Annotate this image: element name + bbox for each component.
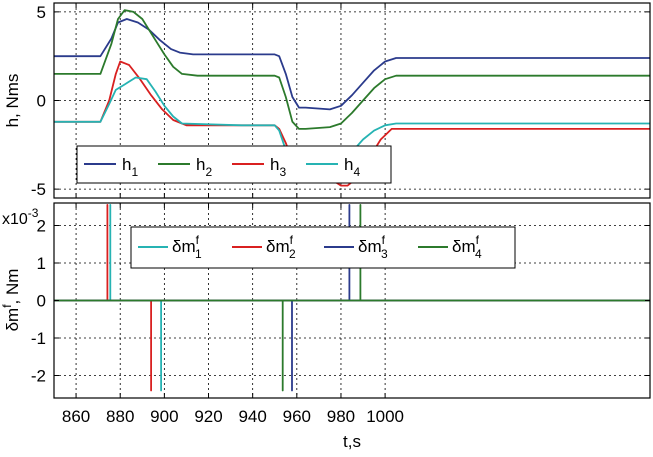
series-group: [54, 203, 650, 392]
legend-label-sub: 2: [289, 247, 296, 261]
x-tick-label: 860: [62, 407, 90, 426]
legend-label: h4: [344, 155, 360, 179]
legend-label: δmf 3: [358, 233, 388, 261]
y-axis-label-sup: f: [0, 304, 14, 308]
legend-label-sub: 1: [131, 165, 138, 179]
y-axis-label: δmf, Nm: [0, 269, 22, 332]
series-line-1: [54, 18, 650, 111]
y-tick-label: -1: [31, 329, 46, 348]
legend-label-name: δm: [266, 237, 290, 256]
axis-scale-base: x10: [2, 211, 28, 228]
legend-label-sub: 3: [381, 247, 388, 261]
legend-label: δmf 2: [266, 233, 296, 261]
y-tick-label: 0: [37, 292, 46, 311]
legend-label-sup: f: [196, 233, 200, 247]
legend-label-name: h: [344, 155, 353, 174]
grid: [54, 3, 650, 198]
series-line-4: [54, 203, 650, 392]
ticks: [54, 3, 650, 198]
x-tick-label: 980: [327, 407, 355, 426]
x-tick-label: 1000: [366, 407, 404, 426]
legend-label-name: h: [270, 155, 279, 174]
legend-label: h2: [196, 155, 212, 179]
legend-label: h1: [122, 155, 138, 179]
legend-label-sup: f: [382, 233, 386, 247]
y-axis-label-rest: , Nm: [3, 269, 22, 305]
legend-label-sup: f: [476, 233, 480, 247]
y-tick-label: 2: [37, 217, 46, 236]
y-tick-label: -5: [31, 180, 46, 199]
legend-label-name: h: [196, 155, 205, 174]
legend-label-name: h: [122, 155, 131, 174]
legend-label-sub: 4: [475, 247, 482, 261]
legend-label: h3: [270, 155, 286, 179]
ticks: [54, 203, 650, 398]
legend-label-sup: f: [290, 233, 294, 247]
legend-label-sub: 3: [279, 165, 286, 179]
y-axis-label: h, Nms: [3, 74, 22, 128]
x-tick-label: 960: [283, 407, 311, 426]
legend-box: [130, 226, 516, 269]
y-tick-label: 1: [37, 254, 46, 273]
axis-scale-label: x10-3: [2, 206, 39, 228]
y-tick-label: 5: [37, 3, 46, 22]
legend: δmf 1 δmf 2 δmf 3 δmf 4: [130, 226, 516, 269]
y-tick-label: 0: [37, 92, 46, 111]
x-tick-label: 920: [194, 407, 222, 426]
series-group: [54, 9, 650, 187]
x-tick-label: 880: [106, 407, 134, 426]
legend-label-name: δm: [358, 237, 382, 256]
legend-label-name: δm: [172, 237, 196, 256]
x-axis-label: t,s: [343, 432, 361, 451]
legend: h1 h2 h3 h4: [76, 145, 392, 184]
y-tick-label: -2: [31, 367, 46, 386]
legend-label-sub: 2: [205, 165, 212, 179]
series-line-4: [54, 76, 650, 183]
y-axis-label-main: δm: [3, 308, 22, 332]
x-tick-label: 940: [238, 407, 266, 426]
series-line-2: [54, 9, 650, 130]
legend-label-sub: 4: [353, 165, 360, 179]
legend-label: δmf 4: [452, 233, 482, 261]
legend-label: δmf 1: [172, 233, 202, 261]
legend-label-sub: 1: [195, 247, 202, 261]
x-tick-label: 900: [150, 407, 178, 426]
legend-label-name: δm: [452, 237, 476, 256]
axis-scale-exp: -3: [28, 206, 39, 220]
